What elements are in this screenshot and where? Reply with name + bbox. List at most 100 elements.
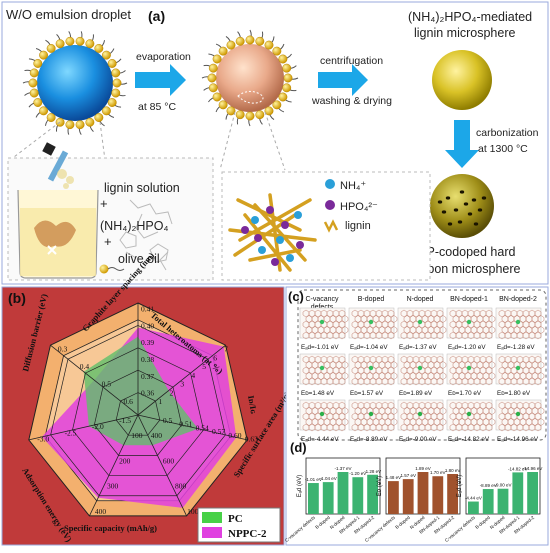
bar	[388, 481, 399, 514]
na-atom	[466, 365, 472, 371]
radar-tick-label: 1000	[187, 507, 202, 516]
product1-line1: (NH₄)₂HPO₄-mediated	[408, 10, 532, 24]
radar-series-pc	[83, 336, 199, 446]
na-atom	[417, 319, 423, 325]
pore	[437, 200, 443, 204]
surfactant-bead	[272, 46, 282, 56]
energy-label: Eₐd=-1.28 eV	[497, 344, 535, 351]
legend-pc-label: PC	[228, 513, 243, 525]
radar-tick-label: 300	[107, 482, 119, 491]
radar-tick-label: 5	[202, 362, 206, 371]
surfactant-bead	[28, 78, 38, 88]
surfactant-bead	[218, 100, 228, 110]
surfactant-bead	[33, 59, 43, 68]
radar-tick-label: 600	[163, 456, 175, 465]
column-header: BN-doped-1	[450, 296, 488, 303]
surfactant-bead	[107, 98, 117, 107]
radar-tick-label: 0.5	[102, 380, 112, 389]
surfactant-bead	[207, 73, 217, 83]
na-atom	[319, 411, 325, 417]
energy-label: Eₐd=-1.20 eV	[448, 344, 486, 351]
surfactant-bead	[65, 36, 75, 46]
droplet-core	[37, 45, 113, 121]
surfactant-bead	[282, 63, 292, 73]
step-carbonization: carbonization	[476, 127, 539, 139]
radar-tick-label: 400	[151, 431, 163, 440]
energy-label: Eᴅ=1.48 eV	[301, 390, 335, 397]
bar-value-label: -14.96 eV	[523, 466, 543, 471]
radar-tick-label: 0.39	[141, 338, 154, 347]
legend-nh4-label: NH₄⁺	[340, 180, 366, 192]
surfactant-bead	[33, 98, 43, 107]
step-evaporation: evaporation	[136, 51, 191, 63]
surfactant-bead	[255, 36, 265, 46]
pore	[459, 190, 465, 194]
surfactant-bead	[39, 106, 49, 116]
energy-label: Eᴅ=1.70 eV	[448, 390, 482, 397]
surfactant-bead	[272, 100, 282, 110]
bar-value-label: -1.20 eV	[349, 471, 366, 476]
chart-ylabel: Eₐd (eV)	[297, 475, 303, 498]
radar-tick-label: 100	[131, 431, 143, 440]
pore	[467, 212, 473, 216]
bar-value-label: -9.00 eV	[494, 483, 511, 488]
energy-label: Eᴅ=1.57 eV	[350, 390, 384, 397]
bar	[417, 472, 429, 514]
panel-b-label: (b)	[8, 290, 26, 306]
surfactant-bead	[94, 113, 104, 123]
droplet-core-copper	[216, 44, 284, 112]
pore	[463, 202, 469, 206]
radar-tick-label: 1	[159, 397, 163, 406]
wo-emulsion-droplet	[22, 31, 128, 135]
energy-label: Eₐd=-14.96 eV	[497, 436, 539, 443]
radar-tick-label: 0.57	[212, 427, 225, 436]
surfactant-bead	[226, 40, 236, 50]
legend-nppc-label: NPPC-2	[228, 528, 267, 540]
energy-label: Eᴅ=1.89 eV	[399, 390, 433, 397]
hard-carbon-microsphere	[430, 174, 494, 238]
pore	[441, 210, 447, 214]
product1-line2: lignin microsphere	[414, 26, 515, 40]
bar-value-label: 1.70 eV	[430, 470, 446, 475]
panel-d-label: (d)	[290, 440, 307, 455]
step-temp-85: at 85 °C	[138, 101, 176, 113]
surfactant-bead	[212, 92, 222, 102]
bar-value-label: -1.01 eV	[305, 477, 322, 482]
evaporated-droplet	[201, 29, 299, 127]
panel-d: (d) Eₐd (eV) -1.01 eVC-vacancy defects-1.…	[284, 440, 542, 543]
na-atom	[515, 365, 521, 371]
na-atom	[417, 365, 423, 371]
radar-tick-label: 0.41	[141, 305, 154, 314]
surfactant-bead	[29, 88, 39, 98]
bar-value-label: -1.04 eV	[320, 476, 337, 481]
pipette-icon	[47, 150, 69, 182]
step-temp-1300: at 1300 °C	[478, 143, 528, 155]
bar	[482, 489, 494, 514]
surfactant-bead	[282, 83, 292, 93]
radar-tick-label: 0.54	[196, 423, 209, 432]
surfactant-bead	[112, 78, 122, 88]
hpo4-ion	[254, 234, 262, 242]
radar-tick-label: 7	[224, 345, 228, 354]
pore	[447, 222, 453, 226]
arrow-centrifugation	[318, 64, 368, 96]
surfactant-bead	[226, 106, 236, 116]
nh4-ion	[258, 246, 266, 254]
chart-ylabel: Eₐd (eV)	[457, 475, 463, 498]
legend-lignin-label: lignin	[345, 220, 371, 232]
na-atom	[319, 319, 325, 325]
lignin-microsphere	[432, 50, 492, 110]
bar	[337, 472, 349, 514]
energy-label: Eₐd=-1.04 eV	[350, 344, 388, 351]
surfactant-bead	[212, 54, 222, 64]
pore	[477, 208, 483, 212]
pore	[471, 198, 477, 202]
bar	[432, 476, 444, 514]
column-header: B-doped	[358, 296, 385, 303]
hpo4-ion	[241, 226, 249, 234]
hpo4-ion	[296, 241, 304, 249]
mix-olive-oil: olive oil	[118, 252, 160, 266]
bar	[527, 472, 538, 514]
bar-value-label: -4.44 eV	[465, 496, 482, 501]
